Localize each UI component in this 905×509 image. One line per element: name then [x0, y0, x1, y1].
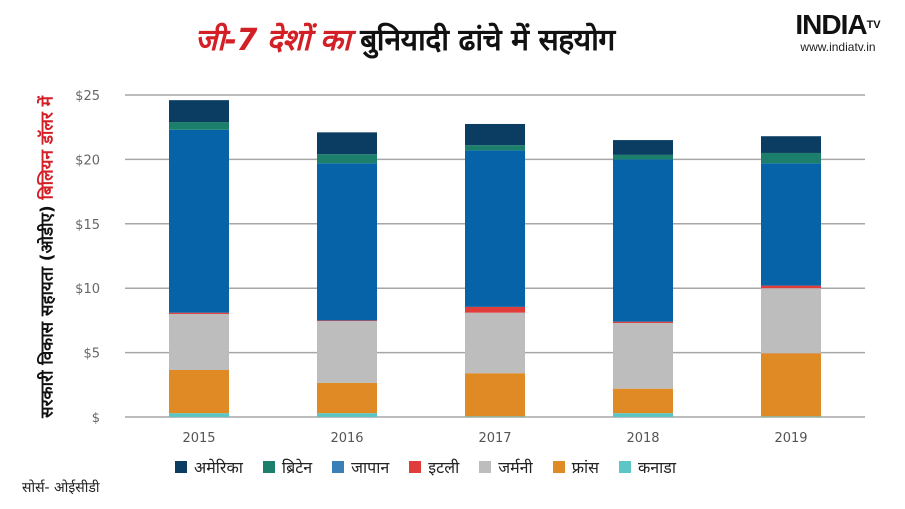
bar-segment	[761, 353, 821, 417]
bar-segment	[761, 285, 821, 289]
legend-item: फ्रांस	[552, 456, 599, 478]
bar-segment	[317, 154, 377, 164]
legend-label: इटली	[428, 458, 460, 477]
y-tick-label: $25	[75, 89, 100, 104]
bar-segment	[465, 123, 525, 146]
bar-segment	[169, 312, 229, 314]
bar-segment	[169, 413, 229, 417]
bar-segment	[465, 373, 525, 417]
source-note: सोर्स- ओईसीडी	[22, 480, 100, 496]
bar-segment	[613, 388, 673, 414]
x-tick-label: 2015	[182, 431, 215, 446]
bar-segment	[465, 416, 525, 417]
x-tick-label: 2019	[774, 431, 807, 446]
legend-swatch	[552, 461, 565, 473]
legend-label: ब्रिटेन	[281, 458, 313, 477]
bar-segment	[169, 313, 229, 370]
legend-item: कनाडा	[618, 456, 677, 478]
bar-segment	[465, 150, 525, 307]
indiatv-logo: INDIATV www.indiatv.in	[783, 9, 893, 55]
bar-segment	[317, 413, 377, 417]
bar-segment	[317, 321, 377, 383]
bar-segment	[613, 413, 673, 417]
legend-item: इटली	[409, 456, 459, 478]
y-tick-label: $5	[83, 347, 100, 362]
bar-segment	[761, 152, 821, 164]
bar-segment	[169, 100, 229, 123]
bar-segment	[465, 145, 525, 151]
legend-label: जापान	[351, 458, 390, 477]
logo-url: www.indiatv.in	[800, 40, 876, 54]
y-tick-label: $15	[75, 218, 100, 233]
legend-swatch	[409, 461, 422, 473]
y-tick-label: $10	[75, 282, 100, 297]
bar-segment	[465, 312, 525, 374]
y-tick-label: $20	[75, 153, 100, 168]
bar-segment	[613, 159, 673, 322]
legend-item: जापान	[332, 456, 389, 478]
title-black-part: बुनियादी ढांचे में सहयोग	[360, 23, 615, 58]
legend-swatch	[175, 461, 187, 473]
legend-swatch	[332, 461, 345, 473]
bar-segment	[317, 163, 377, 321]
bar-segment	[761, 288, 821, 354]
legend-swatch	[479, 461, 492, 473]
legend-item: ब्रिटेन	[262, 456, 313, 478]
logo-brand: INDIATV	[795, 9, 881, 40]
legend-swatch	[262, 461, 275, 473]
bar-segment	[317, 382, 377, 414]
bar-segment	[317, 132, 377, 155]
legend-label: कनाडा	[637, 458, 677, 477]
bar-segment	[761, 163, 821, 286]
legend: अमेरिका ब्रिटेन जापान इटली जर्मनी फ्रांस कनाडा	[175, 456, 676, 478]
bar-segment	[169, 129, 229, 313]
y-tick-label: $	[92, 411, 100, 426]
legend-item: जर्मनी	[479, 456, 533, 478]
legend-swatch	[618, 461, 631, 473]
x-tick-label: 2017	[478, 431, 511, 446]
bar-segment	[613, 321, 673, 323]
bar-segment	[169, 122, 229, 130]
bar-segment	[317, 320, 377, 322]
bar-segment	[613, 154, 673, 160]
legend-item: अमेरिका	[175, 456, 243, 478]
bar-segment	[761, 416, 821, 417]
x-tick-label: 2016	[330, 431, 363, 446]
title-red-part: जी-7 देशों का	[195, 23, 351, 58]
bar-segment	[613, 140, 673, 155]
legend-label: फ्रांस	[571, 458, 599, 477]
bar-segment	[761, 136, 821, 153]
x-tick-label: 2018	[626, 431, 659, 446]
bar-segment	[465, 306, 525, 313]
bar-segment	[169, 369, 229, 414]
bar-segment	[613, 322, 673, 389]
legend-label: अमेरिका	[194, 458, 243, 477]
page-title: जी-7 देशों का बुनियादी ढांचे में सहयोग	[195, 18, 615, 59]
legend-label: जर्मनी	[498, 458, 533, 477]
